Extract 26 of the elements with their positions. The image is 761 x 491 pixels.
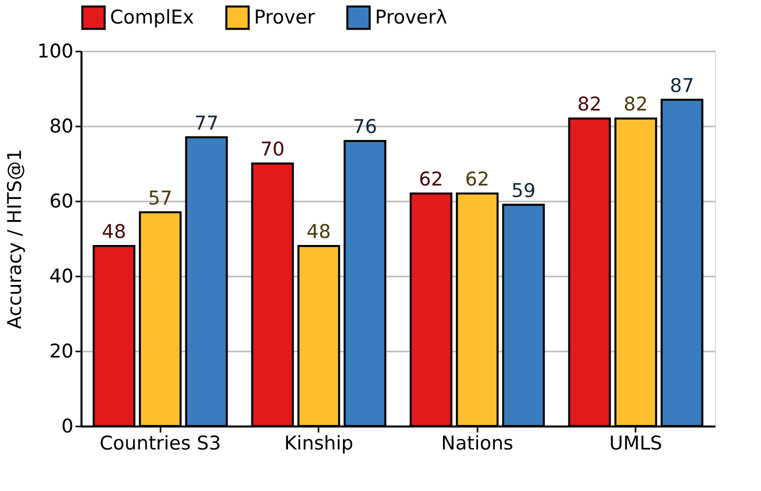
data-label: 62 <box>465 168 490 190</box>
y-tick-label: 40 <box>49 266 74 288</box>
x-tick-label: Kinship <box>284 432 354 454</box>
data-label: 57 <box>148 187 172 210</box>
x-tick-label: UMLS <box>609 432 662 454</box>
data-label: 87 <box>670 74 694 97</box>
data-label: 48 <box>102 221 126 243</box>
data-label: 77 <box>194 112 219 134</box>
x-tick-label: Nations <box>441 432 514 454</box>
data-label: 70 <box>260 138 285 160</box>
legend-label: ComplEx <box>110 6 194 29</box>
y-tick-label: 60 <box>49 190 74 212</box>
x-tick-label: Countries S3 <box>100 432 221 454</box>
y-tick-label: 20 <box>49 340 74 362</box>
y-axis-title: Accuracy / HITS@1 <box>4 149 26 329</box>
data-label: 59 <box>511 180 536 202</box>
legend-label: Proverλ <box>375 6 448 29</box>
y-tick-label: 80 <box>49 116 74 138</box>
y-tick-label: 100 <box>37 40 74 62</box>
data-label: 62 <box>418 168 444 190</box>
data-label: 48 <box>306 221 331 243</box>
legend-label: Prover <box>254 6 316 29</box>
data-label: 82 <box>577 94 602 116</box>
y-tick-label: 0 <box>61 416 74 438</box>
data-label: 82 <box>624 94 648 116</box>
data-label: 76 <box>352 116 378 138</box>
